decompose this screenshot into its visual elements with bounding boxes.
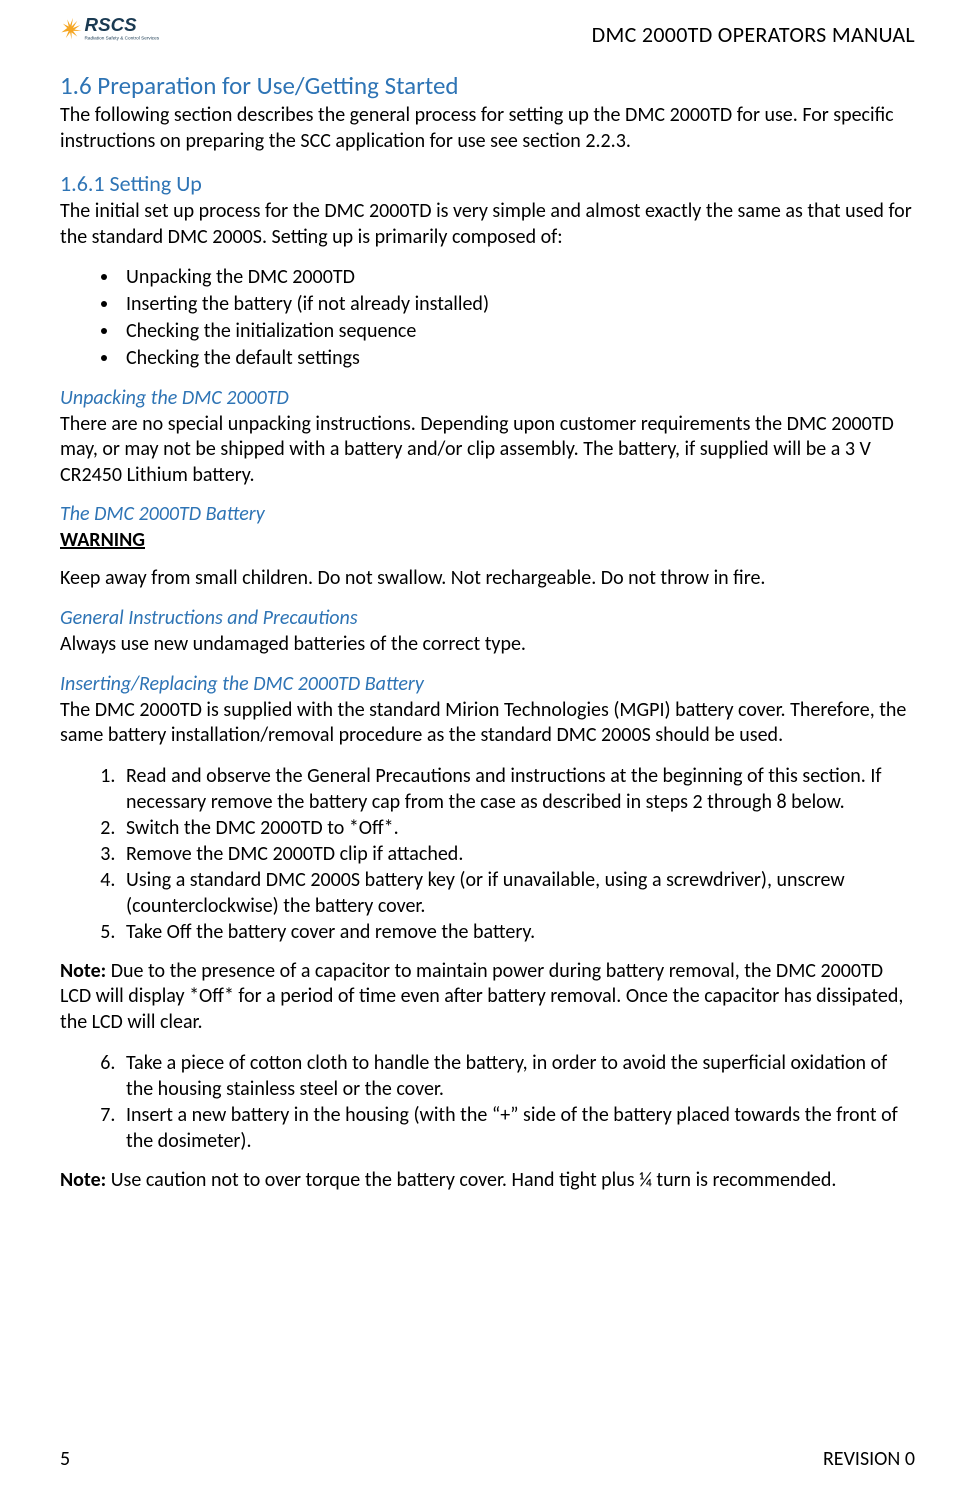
- logo-main-text: RSCS: [85, 14, 138, 35]
- note-1: Note: Due to the presence of a capacitor…: [60, 959, 915, 1036]
- heading-general-instructions: General Instructions and Precautions: [60, 606, 915, 630]
- paragraph-1-6-1-intro: The initial set up process for the DMC 2…: [60, 199, 915, 250]
- list-item: Take Off the battery cover and remove th…: [120, 919, 915, 945]
- setup-bullet-list: Unpacking the DMC 2000TD Inserting the b…: [120, 264, 915, 371]
- page-number: 5: [60, 1447, 70, 1471]
- header: RSCS Radiation Safety & Control Services…: [60, 0, 915, 52]
- battery-steps-list-2: Take a piece of cotton cloth to handle t…: [120, 1050, 915, 1154]
- note-2: Note: Use caution not to over torque the…: [60, 1168, 915, 1194]
- revision-label: REVISION 0: [823, 1447, 915, 1471]
- list-item: Unpacking the DMC 2000TD: [120, 264, 915, 291]
- paragraph-1-6-intro: The following section describes the gene…: [60, 103, 915, 154]
- battery-steps-list-1: Read and observe the General Precautions…: [120, 763, 915, 945]
- list-item: Insert a new battery in the housing (wit…: [120, 1102, 915, 1154]
- note-label: Note:: [60, 1168, 106, 1192]
- rscs-logo-icon: RSCS Radiation Safety & Control Services: [60, 8, 190, 48]
- page: RSCS Radiation Safety & Control Services…: [0, 0, 975, 1493]
- paragraph-warning-text: Keep away from small children. Do not sw…: [60, 566, 915, 592]
- list-item: Switch the DMC 2000TD to *Off*.: [120, 815, 915, 841]
- warning-label: WARNING: [60, 528, 915, 552]
- logo-tagline-text: Radiation Safety & Control Services: [85, 36, 160, 41]
- list-item: Inserting the battery (if not already in…: [120, 291, 915, 318]
- paragraph-unpacking: There are no special unpacking instructi…: [60, 412, 915, 489]
- heading-battery: The DMC 2000TD Battery: [60, 502, 915, 526]
- note-body: Use caution not to over torque the batte…: [106, 1168, 836, 1192]
- list-item: Read and observe the General Precautions…: [120, 763, 915, 815]
- footer: 5 REVISION 0: [60, 1447, 915, 1471]
- heading-1-6-1: 1.6.1 Setting Up: [60, 170, 915, 197]
- note-body: Due to the presence of a capacitor to ma…: [60, 959, 903, 1034]
- note-label: Note:: [60, 959, 106, 983]
- heading-1-6: 1.6 Preparation for Use/Getting Started: [60, 70, 915, 101]
- list-item: Take a piece of cotton cloth to handle t…: [120, 1050, 915, 1102]
- list-item: Checking the default settings: [120, 345, 915, 372]
- logo: RSCS Radiation Safety & Control Services: [60, 8, 190, 48]
- paragraph-general-instructions: Always use new undamaged batteries of th…: [60, 632, 915, 658]
- paragraph-inserting-intro: The DMC 2000TD is supplied with the stan…: [60, 698, 915, 749]
- list-item: Checking the initialization sequence: [120, 318, 915, 345]
- list-item: Remove the DMC 2000TD clip if attached.: [120, 841, 915, 867]
- heading-unpacking: Unpacking the DMC 2000TD: [60, 386, 915, 410]
- document-title: DMC 2000TD OPERATORS MANUAL: [592, 21, 915, 48]
- heading-inserting-battery: Inserting/Replacing the DMC 2000TD Batte…: [60, 672, 915, 696]
- list-item: Using a standard DMC 2000S battery key (…: [120, 867, 915, 919]
